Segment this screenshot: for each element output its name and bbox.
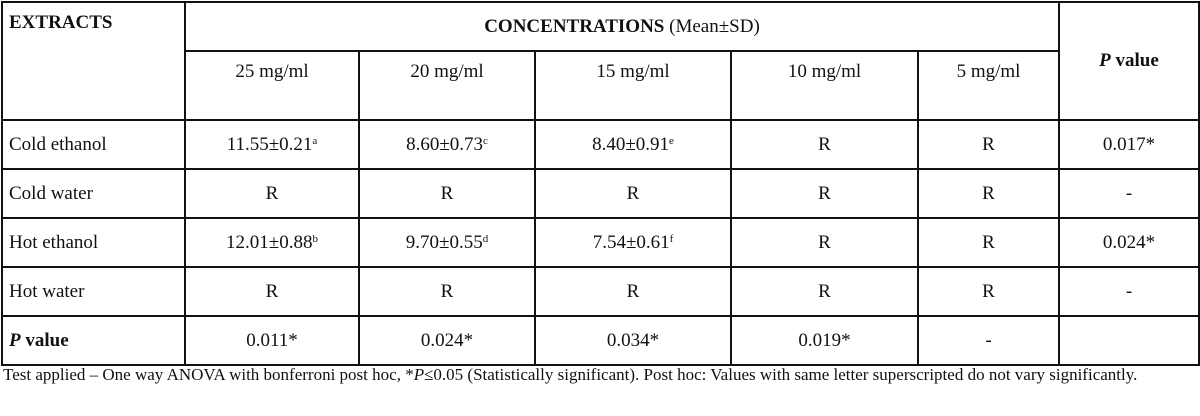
table-cell: 0.034* — [534, 315, 732, 366]
table-row: Hot ethanol 12.01±0.88b 9.70±0.55d 7.54±… — [1, 217, 1200, 268]
table-footnote: Test applied – One way ANOVA with bonfer… — [3, 365, 1138, 384]
extracts-header: EXTRACTS — [1, 1, 186, 121]
table-row: Hot water R R R R R - — [1, 266, 1200, 317]
concentrations-header-unit: (Mean±SD) — [664, 15, 760, 37]
header-row-1: EXTRACTS CONCENTRATIONS (Mean±SD) P valu… — [1, 1, 1200, 121]
row-pvalue: 0.017* — [1058, 119, 1200, 170]
results-table: EXTRACTS CONCENTRATIONS (Mean±SD) P valu… — [1, 1, 1200, 366]
table-cell: 0.024* — [358, 315, 536, 366]
table-cell: R — [917, 266, 1060, 317]
table-cell: R — [917, 217, 1060, 268]
table-row: Cold water R R R R R - — [1, 168, 1200, 219]
column-header: 15 mg/ml — [534, 50, 732, 121]
row-label: Cold water — [1, 168, 186, 219]
row-pvalue — [1058, 315, 1200, 366]
table-cell: R — [358, 266, 536, 317]
column-header: 20 mg/ml — [358, 50, 536, 121]
row-label: Hot ethanol — [1, 217, 186, 268]
table-cell: R — [917, 119, 1060, 170]
table-row: Cold ethanol 11.55±0.21a 8.60±0.73c 8.40… — [1, 119, 1200, 170]
row-pvalue: - — [1058, 168, 1200, 219]
column-header: 5 mg/ml — [917, 50, 1060, 121]
table-cell: R — [730, 217, 919, 268]
table-cell: 9.70±0.55d — [358, 217, 536, 268]
table-cell: - — [917, 315, 1060, 366]
row-label: Hot water — [1, 266, 186, 317]
table-cell: R — [534, 266, 732, 317]
extracts-header-label: EXTRACTS — [9, 12, 113, 33]
column-header: 25 mg/ml — [184, 50, 360, 121]
pvalue-row-label: P value — [1, 315, 186, 366]
pvalue-row: P value 0.011* 0.024* 0.034* 0.019* - — [1, 315, 1200, 366]
table-cell: R — [730, 266, 919, 317]
table-cell: R — [534, 168, 732, 219]
table-cell: R — [358, 168, 536, 219]
concentrations-header-bold: CONCENTRATIONS — [484, 15, 665, 37]
header-row-2: 25 mg/ml 20 mg/ml 15 mg/ml 10 mg/ml 5 mg… — [2, 50, 1199, 121]
table-cell: 0.019* — [730, 315, 919, 366]
table-cell: 8.60±0.73c — [358, 119, 536, 170]
table-cell: R — [730, 168, 919, 219]
table-cell: R — [730, 119, 919, 170]
table-cell: 8.40±0.91e — [534, 119, 732, 170]
pvalue-header: P value — [1058, 1, 1200, 121]
row-pvalue: 0.024* — [1058, 217, 1200, 268]
table-cell: R — [184, 266, 360, 317]
row-pvalue: - — [1058, 266, 1200, 317]
concentrations-header: CONCENTRATIONS (Mean±SD) — [184, 1, 1060, 52]
pvalue-header-italic: P — [1099, 50, 1111, 71]
table-cell: R — [184, 168, 360, 219]
table-cell: 11.55±0.21a — [184, 119, 360, 170]
row-label: Cold ethanol — [1, 119, 186, 170]
column-header: 10 mg/ml — [730, 50, 919, 121]
table-cell: 0.011* — [184, 315, 360, 366]
table-cell: 7.54±0.61f — [534, 217, 732, 268]
table-cell: 12.01±0.88b — [184, 217, 360, 268]
table-cell: R — [917, 168, 1060, 219]
pvalue-header-label: value — [1110, 50, 1159, 71]
